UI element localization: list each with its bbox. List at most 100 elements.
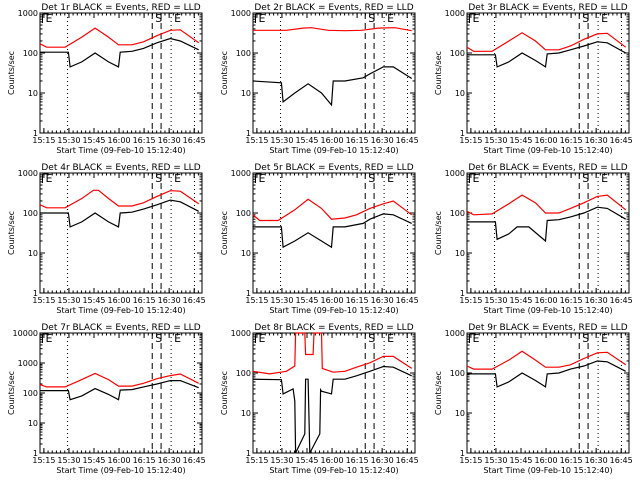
y-tick-label: 10 [455,249,465,258]
x-tick-label: 15:30 [270,456,293,465]
x-tick-label: 16:00 [321,296,344,305]
x-tick-label: 16:45 [183,456,206,465]
x-tick-label: 16:30 [371,136,394,145]
x-tick-label: 16:45 [610,136,633,145]
y-tick-label: 100 [23,49,38,58]
y-tick-label: 1 [246,289,251,298]
x-axis-label: Start Time (09-Feb-10 15:12:40) [56,146,185,155]
x-tick-label: 16:30 [585,296,608,305]
x-tick-label: 16:15 [133,296,156,305]
x-tick-label: 16:30 [585,136,608,145]
x-tick-label: 16:45 [183,136,206,145]
panel-det-2: Det 2r BLACK = Events, RED = LLD 1 10 100 10… [220,3,419,155]
x-tick-label: 15:45 [82,296,105,305]
x-tick-label: 15:30 [484,136,507,145]
y-tick-label: 100 [450,369,465,378]
x-tick-label: 15:15 [245,456,268,465]
panel-title: Det 3r BLACK = Events, RED = LLD [468,3,627,13]
plot-frame [252,172,416,294]
y-tick-label: 10 [28,89,38,98]
y-tick-label: 10 [455,89,465,98]
plot-frame [466,12,630,134]
marker-label-e: E [387,12,394,25]
series-events [252,365,412,454]
y-tick-label: 100 [450,209,465,218]
x-tick-label: 16:00 [108,296,131,305]
y-tick-label: 100 [23,209,38,218]
x-tick-label: 15:15 [459,296,482,305]
y-axis-label: Counts/sec [434,51,443,95]
x-axis-label: Start Time (09-Feb-10 15:12:40) [483,466,612,475]
x-tick-label: 15:30 [484,296,507,305]
y-tick-label: 10 [28,249,38,258]
y-tick-label: 10 [241,409,251,418]
series-events [40,199,199,228]
series-events [253,213,412,249]
x-tick-label: 15:45 [82,456,105,465]
y-tick-label: 100 [23,389,38,398]
series-events [40,380,199,401]
x-axis-label: Start Time (09-Feb-10 15:12:40) [483,146,612,155]
y-tick-label: 1 [33,129,38,138]
panel-title: Det 2r BLACK = Events, RED = LLD [254,3,413,13]
plot-frame [39,12,203,134]
y-tick-label: 100 [450,49,465,58]
x-tick-label: 16:00 [108,136,131,145]
panel-title: Det 6r BLACK = Events, RED = LLD [468,163,627,173]
marker-label-s: S [582,172,589,185]
y-axis-label: Counts/sec [220,211,229,255]
y-tick-label: 1000 [231,169,251,178]
y-tick-label: 1 [460,449,465,458]
series-lld [466,32,627,52]
x-tick-label: 16:15 [346,296,369,305]
marker-label-e: E [601,12,608,25]
y-tick-label: 10 [28,419,38,428]
x-tick-label: 15:45 [295,456,318,465]
y-tick-label: 100 [236,49,251,58]
panel-det-5: Det 5r BLACK = Events, RED = LLD 1 10 100 10… [220,163,419,315]
series-lld [252,332,413,375]
series-lld [252,198,413,222]
x-axis-label: Start Time (09-Feb-10 15:12:40) [56,466,185,475]
plot-frame [39,332,203,454]
y-tick-label: 10 [241,249,251,258]
x-tick-label: 15:30 [484,456,507,465]
series-events [467,360,626,388]
x-tick-label: 15:30 [270,136,293,145]
x-tick-label: 16:45 [183,296,206,305]
x-tick-label: 16:00 [321,456,344,465]
x-tick-label: 16:15 [560,456,583,465]
panel-det-6: Det 6r BLACK = Events, RED = LLD 1 10 100 10… [434,163,633,315]
x-tick-label: 15:30 [57,296,80,305]
panel-det-1: Det 1r BLACK = Events, RED = LLD 1 10 100 10… [7,3,206,155]
x-axis-label: Start Time (09-Feb-10 15:12:40) [269,466,398,475]
x-tick-label: 15:15 [459,456,482,465]
x-tick-label: 16:00 [535,136,558,145]
x-axis-label: Start Time (09-Feb-10 15:12:40) [269,306,398,315]
x-tick-label: 15:15 [245,296,268,305]
marker-label-e: E [601,172,608,185]
y-axis-label: Counts/sec [434,371,443,415]
marker-label-e: E [174,172,181,185]
y-tick-label: 1000 [18,169,38,178]
marker-label-e: E [387,172,394,185]
x-tick-label: 15:45 [82,136,105,145]
plot-frame [466,332,630,454]
y-tick-label: 100 [236,369,251,378]
panel-title: Det 9r BLACK = Events, RED = LLD [468,323,627,333]
x-tick-label: 15:15 [32,136,55,145]
y-tick-label: 1000 [18,359,38,368]
panel-title: Det 8r BLACK = Events, RED = LLD [254,323,413,333]
x-tick-label: 15:15 [245,136,268,145]
marker-label-s: S [155,332,162,345]
y-tick-label: 1 [246,129,251,138]
x-tick-label: 16:15 [560,136,583,145]
x-tick-label: 16:00 [108,456,131,465]
marker-label-e: E [46,332,53,345]
x-tick-label: 16:15 [133,136,156,145]
y-axis-label: Counts/sec [220,371,229,415]
series-lld [466,350,627,370]
x-tick-label: 15:15 [32,296,55,305]
series-events [467,41,626,68]
